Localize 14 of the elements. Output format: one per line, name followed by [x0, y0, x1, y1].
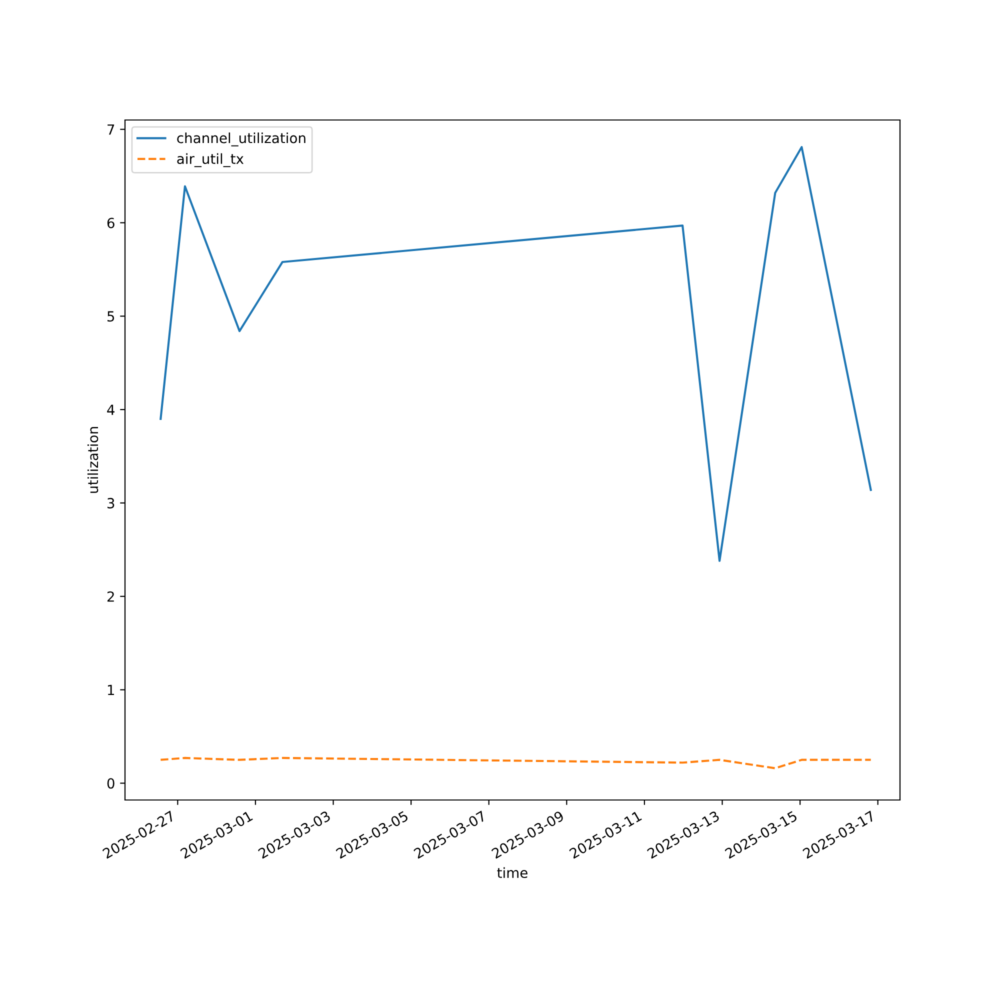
- y-tick-label: 4: [107, 404, 114, 415]
- line-series: [160, 146, 872, 562]
- x-axis-title: time: [497, 867, 528, 878]
- legend-label: air_util_tx: [177, 153, 244, 168]
- y-tick-label: 7: [108, 124, 114, 135]
- y-axis-title: utilization: [87, 427, 98, 493]
- y-tick-label: 5: [108, 311, 114, 322]
- y-tick-label: 0: [107, 778, 114, 789]
- y-tick-label: 2: [107, 591, 114, 602]
- line-series: [160, 756, 872, 770]
- y-tick-label: 6: [107, 218, 114, 228]
- y-tick-label: 1: [108, 684, 114, 696]
- legend-label: channel_utilization: [177, 132, 306, 146]
- y-tick-label: 3: [108, 498, 114, 508]
